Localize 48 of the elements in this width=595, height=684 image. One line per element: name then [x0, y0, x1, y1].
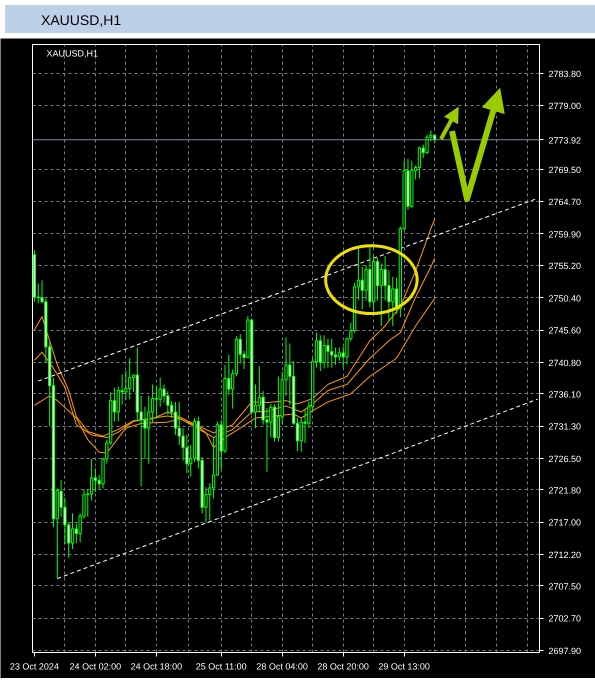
y-tick-label: 2697.90: [548, 646, 582, 656]
candlestick: [94, 468, 98, 492]
y-tick-label: 2755.20: [548, 261, 582, 272]
y-tick-label: 2759.90: [548, 229, 582, 240]
x-tick-label: 24 Oct 02:00: [70, 662, 122, 672]
y-tick-label: 2702.70: [548, 614, 582, 624]
y-tick-label: 2750.40: [548, 293, 582, 304]
candlestick: [162, 384, 166, 404]
chart-title: XAUUSD,H1: [41, 12, 122, 28]
y-tick-label: 2726.50: [548, 454, 582, 464]
candlestick: [276, 376, 280, 442]
y-tick-label: 2779.00: [548, 101, 582, 112]
candlestick: [380, 263, 383, 326]
candlestick: [330, 338, 334, 368]
y-tick-label: 2731.30: [548, 422, 582, 432]
candlestick: [326, 338, 330, 368]
candlestick: [128, 358, 132, 400]
x-tick-label: 25 Oct 11:00: [196, 662, 247, 672]
x-tick-label: 24 Oct 18:00: [130, 662, 182, 672]
candlestick: [174, 401, 178, 436]
annotation: XAUUSD,H1: [46, 48, 98, 58]
candlestick: [391, 276, 394, 326]
candlestick: [154, 385, 158, 420]
candlestick: [418, 146, 422, 179]
candlestick: [364, 265, 368, 301]
y-tick-label: 2740.80: [548, 358, 582, 368]
y-tick-label: 2783.80: [548, 68, 582, 79]
y-tick-label: 2707.50: [548, 581, 582, 592]
y-tick-label: 2769.50: [548, 164, 582, 175]
candlestick: [387, 270, 391, 322]
candlestick: [318, 334, 322, 372]
x-tick-label: 28 Oct 04:00: [256, 662, 308, 672]
candlestick: [338, 346, 342, 362]
candlestick: [303, 409, 307, 444]
y-tick-label: 2712.20: [548, 550, 582, 560]
y-tick-label: 2745.60: [548, 326, 582, 336]
x-tick-label: 23 Oct 2024: [10, 662, 59, 672]
candlestick: [322, 334, 326, 369]
y-tick-label: 2764.70: [548, 197, 582, 208]
y-tick-label: 2736.10: [548, 389, 582, 400]
y-tick-label: 2721.80: [548, 485, 582, 496]
candlestick: [143, 406, 147, 460]
candlestick: [334, 346, 338, 366]
x-tick-label: 28 Oct 20:00: [317, 662, 369, 672]
x-tick-label: 29 Oct 13:00: [378, 662, 430, 672]
candlestick: [70, 512, 74, 550]
ref-line-label: 2773.92: [548, 135, 582, 146]
y-tick-label: 2717.00: [548, 518, 582, 528]
